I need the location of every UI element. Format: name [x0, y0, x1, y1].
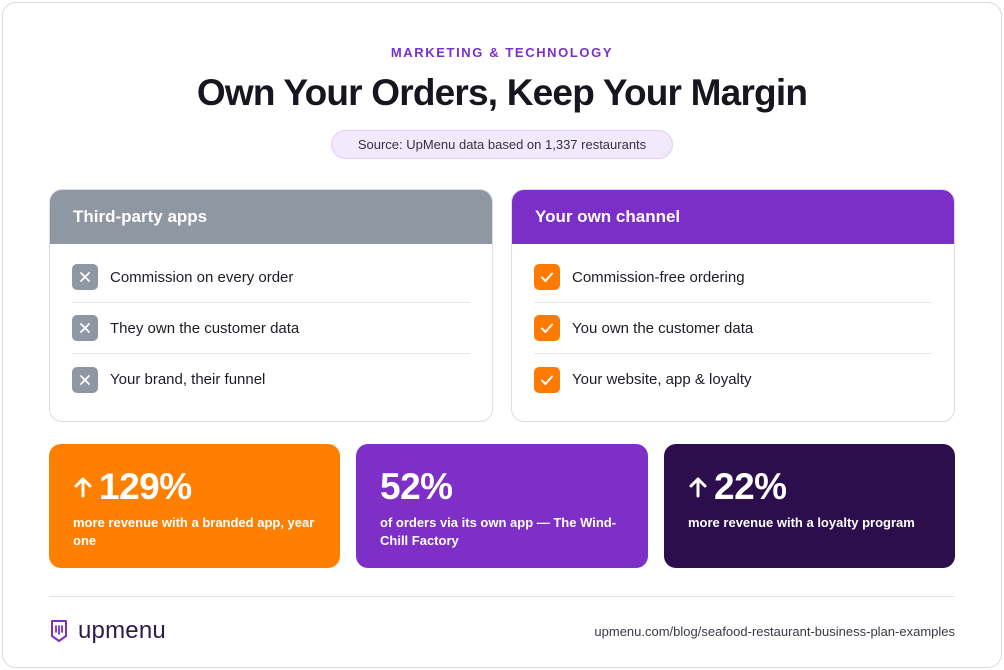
list-item-text: Your brand, their funnel [110, 371, 266, 388]
list-item-text: Commission-free ordering [572, 268, 745, 286]
third-party-card: Third-party apps Commission on every ord… [49, 189, 493, 422]
list-item: They own the customer data [72, 303, 470, 354]
list-item: You own the customer data [534, 303, 932, 354]
list-item-text: Commission on every order [110, 268, 294, 286]
check-icon [534, 315, 560, 341]
page-title: Own Your Orders, Keep Your Margin [196, 72, 808, 113]
list-item: Commission on every order [72, 252, 470, 303]
third-party-card-title: Third-party apps [50, 190, 492, 244]
stat-description: more revenue with a branded app, year on… [73, 515, 315, 548]
footer-divider [49, 596, 955, 597]
list-item: Your website, app & loyalty [534, 354, 932, 405]
stat-description: of orders via its own app — The Wind-Chi… [380, 515, 617, 548]
list-item: Commission-free ordering [534, 252, 932, 303]
stat-description: more revenue with a loyalty program [688, 515, 915, 530]
upmenu-logo-icon [51, 620, 67, 642]
check-icon [534, 264, 560, 290]
logo-text: upmenu [78, 617, 166, 644]
stat-card-own-app-orders: 52% of orders via its own app — The Wind… [356, 444, 648, 568]
own-channel-card-title: Your own channel [512, 190, 954, 244]
stat-value: 22% [714, 466, 787, 507]
upmenu-logo: upmenu [49, 617, 166, 645]
list-item-text: They own the customer data [110, 319, 300, 337]
own-channel-card: Your own channel Commission-free orderin… [511, 189, 955, 422]
source-url: upmenu.com/blog/seafood-restaurant-busin… [594, 624, 955, 639]
stat-card-loyalty: 22% more revenue with a loyalty program [664, 444, 955, 568]
eyebrow-label: MARKETING & TECHNOLOGY [390, 45, 614, 60]
stat-card-branded-app: 129% more revenue with a branded app, ye… [49, 444, 340, 568]
x-icon [72, 315, 98, 341]
list-item-text: You own the customer data [572, 319, 754, 337]
list-item: Your brand, their funnel [72, 354, 470, 405]
stat-value: 129% [99, 466, 192, 507]
arrow-up-icon [74, 477, 92, 498]
x-icon [72, 264, 98, 290]
arrow-up-icon [689, 477, 707, 498]
list-item-text: Your website, app & loyalty [572, 371, 752, 388]
stat-value: 52% [380, 466, 453, 507]
check-icon [534, 366, 560, 393]
x-icon [72, 366, 98, 393]
source-badge: Source: UpMenu data based on 1,337 resta… [331, 130, 673, 159]
